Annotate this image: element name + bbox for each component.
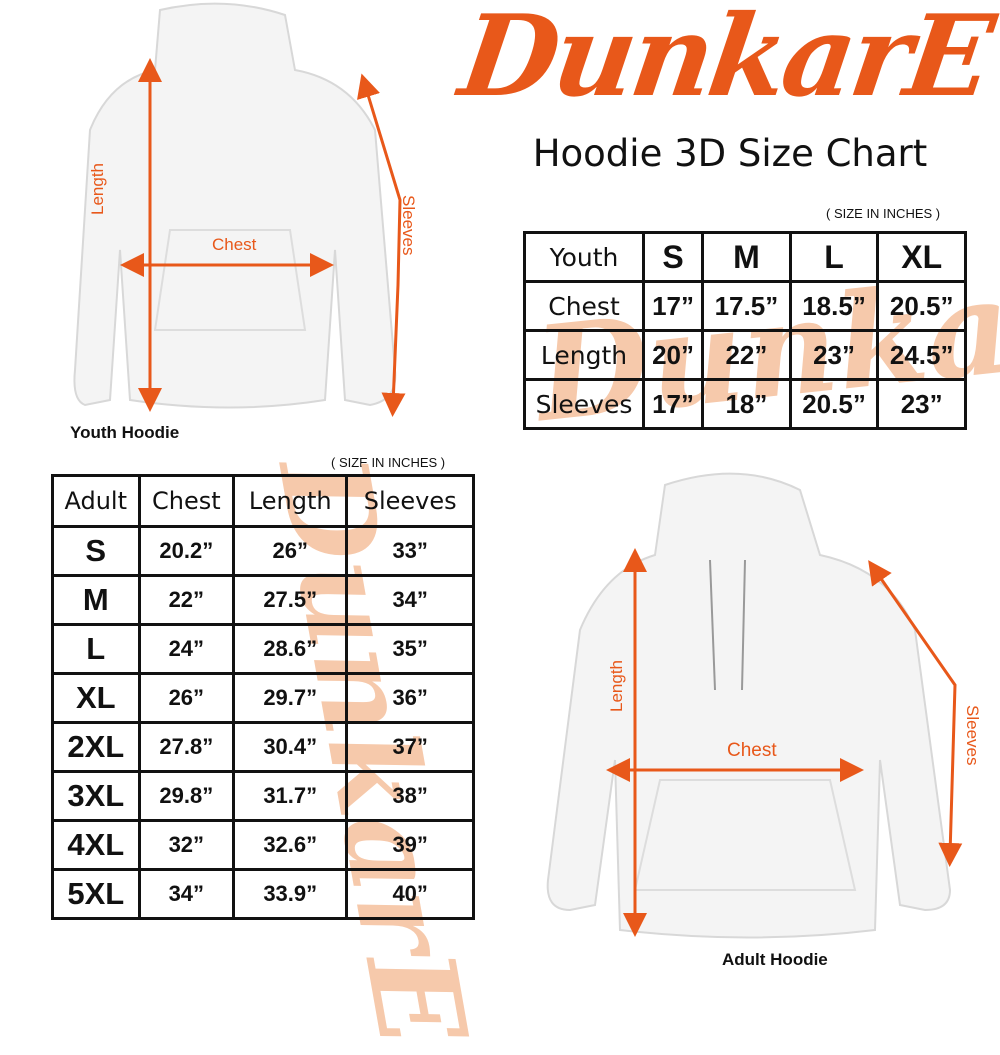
table-cell: 39” <box>345 819 475 871</box>
table-cell: 17.5” <box>701 280 792 332</box>
table-cell: 29.8” <box>137 770 236 822</box>
adult-units-note: ( SIZE IN INCHES ) <box>331 455 446 470</box>
table-cell: 32” <box>137 819 236 871</box>
table-cell: 20.2” <box>137 525 236 577</box>
table-cell: 37” <box>345 721 475 773</box>
header-cell: M <box>701 231 792 283</box>
adult-size-table: Adult Chest Length Sleeves S 20.2” 26” 33” M 22” 2… <box>51 474 475 920</box>
youth-length-label: Length <box>88 163 107 215</box>
adult-length-label: Length <box>607 660 626 712</box>
table-cell: 35” <box>345 623 475 675</box>
table-cell: 34” <box>345 574 475 626</box>
table-cell: 26” <box>137 672 236 724</box>
header-cell: Youth <box>523 231 645 283</box>
table-cell: 22” <box>701 329 792 381</box>
table-row: XL 26” 29.7” 36” <box>51 672 475 724</box>
table-row: 4XL 32” 32.6” 39” <box>51 819 475 871</box>
youth-hoodie-caption: Youth Hoodie <box>70 423 180 442</box>
header-cell: Sleeves <box>345 474 475 528</box>
table-cell: 31.7” <box>232 770 349 822</box>
adult-hoodie-caption: Adult Hoodie <box>722 950 828 969</box>
table-row: S 20.2” 26” 33” <box>51 525 475 577</box>
youth-sleeves-label: Sleeves <box>399 195 418 256</box>
table-cell: 24” <box>137 623 236 675</box>
header-cell: S <box>641 231 705 283</box>
row-label: 2XL <box>51 721 141 773</box>
table-cell: 26” <box>232 525 349 577</box>
header-cell: Length <box>232 474 349 528</box>
table-row: Length 20” 22” 23” 24.5” <box>523 329 967 381</box>
row-label: Sleeves <box>523 378 645 430</box>
row-label: Length <box>523 329 645 381</box>
header-cell: Chest <box>137 474 236 528</box>
table-cell: 29.7” <box>232 672 349 724</box>
table-row: 2XL 27.8” 30.4” 37” <box>51 721 475 773</box>
table-cell: 28.6” <box>232 623 349 675</box>
table-header-row: Adult Chest Length Sleeves <box>51 474 475 528</box>
row-label: M <box>51 574 141 626</box>
header-cell: XL <box>876 231 967 283</box>
page-title: Hoodie 3D Size Chart <box>532 132 928 175</box>
table-cell: 20.5” <box>788 378 880 430</box>
table-cell: 22” <box>137 574 236 626</box>
table-cell: 34” <box>137 868 236 920</box>
table-cell: 38” <box>345 770 475 822</box>
brand-logo: DunkarE <box>452 0 998 122</box>
table-cell: 40” <box>345 868 475 920</box>
header-cell: Adult <box>51 474 141 528</box>
adult-sleeves-label: Sleeves <box>963 705 982 766</box>
row-label: L <box>51 623 141 675</box>
youth-hoodie-image <box>73 2 406 417</box>
table-header-row: Youth S M L XL <box>523 231 967 283</box>
row-label: XL <box>51 672 141 724</box>
table-cell: 23” <box>788 329 880 381</box>
youth-units-note: ( SIZE IN INCHES ) <box>826 206 941 221</box>
row-label: Chest <box>523 280 645 332</box>
table-cell: 27.8” <box>137 721 236 773</box>
table-cell: 32.6” <box>232 819 349 871</box>
table-cell: 30.4” <box>232 721 349 773</box>
table-row: 5XL 34” 33.9” 40” <box>51 868 475 920</box>
youth-chest-label: Chest <box>212 235 257 254</box>
youth-size-table: Youth S M L XL Chest 17” 17.5” 18.5” 20.… <box>523 231 967 430</box>
table-row: 3XL 29.8” 31.7” 38” <box>51 770 475 822</box>
table-cell: 20.5” <box>876 280 967 332</box>
table-cell: 18.5” <box>788 280 880 332</box>
row-label: 3XL <box>51 770 141 822</box>
adult-hoodie-image <box>546 472 963 939</box>
table-cell: 24.5” <box>876 329 967 381</box>
table-cell: 33” <box>345 525 475 577</box>
table-cell: 20” <box>641 329 705 381</box>
row-label: 4XL <box>51 819 141 871</box>
table-row: L 24” 28.6” 35” <box>51 623 475 675</box>
table-row: Chest 17” 17.5” 18.5” 20.5” <box>523 280 967 332</box>
adult-chest-label: Chest <box>727 740 777 761</box>
table-cell: 27.5” <box>232 574 349 626</box>
row-label: 5XL <box>51 868 141 920</box>
table-cell: 36” <box>345 672 475 724</box>
table-cell: 33.9” <box>232 868 349 920</box>
table-row: M 22” 27.5” 34” <box>51 574 475 626</box>
table-row: Sleeves 17” 18” 20.5” 23” <box>523 378 967 430</box>
table-cell: 17” <box>641 378 705 430</box>
row-label: S <box>51 525 141 577</box>
header-cell: L <box>788 231 880 283</box>
table-cell: 17” <box>641 280 705 332</box>
table-cell: 23” <box>876 378 967 430</box>
table-cell: 18” <box>701 378 792 430</box>
